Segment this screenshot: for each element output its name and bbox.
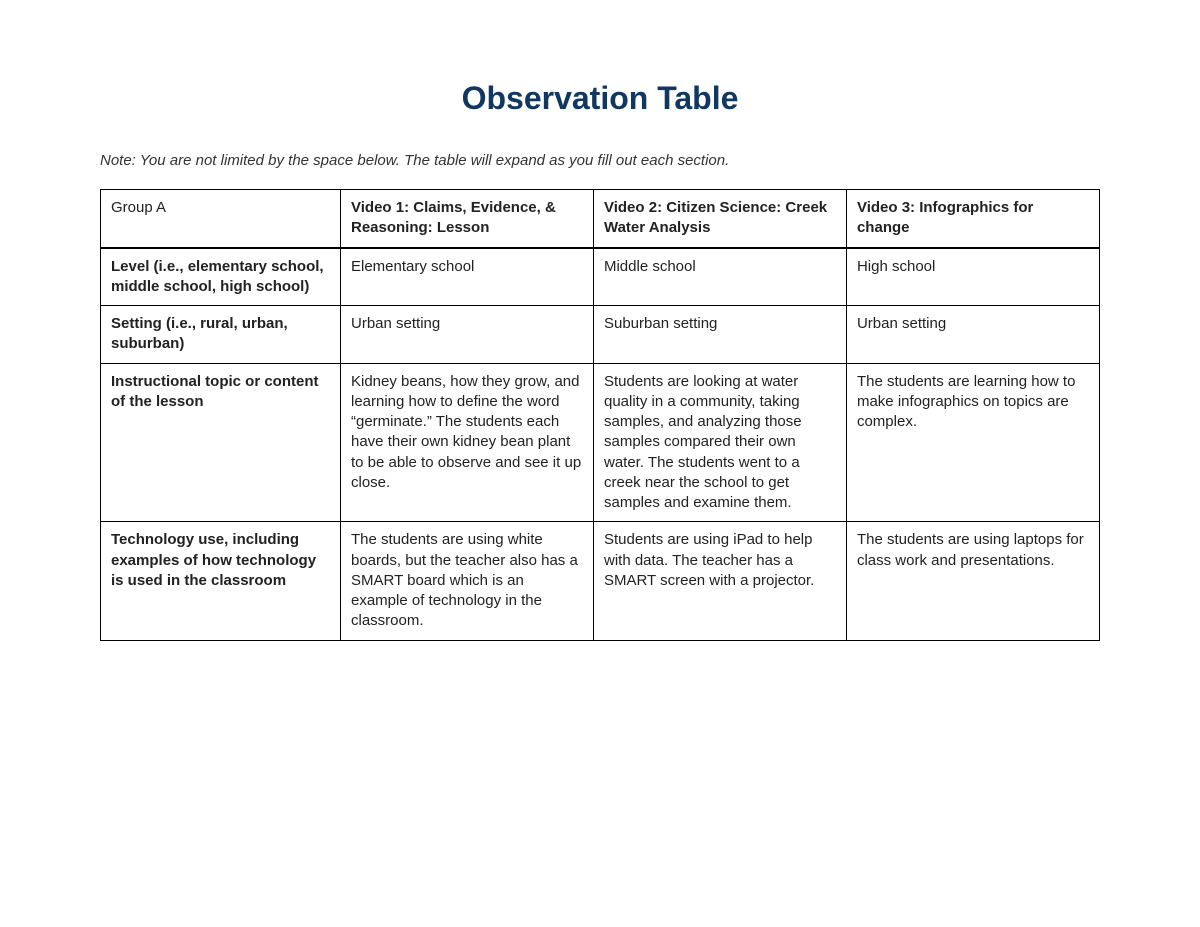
- column-header: Video 3: Infographics for change: [846, 190, 1099, 248]
- row-label: Setting (i.e., rural, urban, suburban): [101, 306, 341, 364]
- column-header: Video 1: Claims, Evidence, & Reasoning: …: [341, 190, 594, 248]
- table-row: Level (i.e., elementary school, middle s…: [101, 248, 1100, 306]
- observation-table: Group A Video 1: Claims, Evidence, & Rea…: [100, 189, 1100, 641]
- table-cell: High school: [846, 248, 1099, 306]
- table-cell: The students are learning how to make in…: [846, 363, 1099, 522]
- table-cell: Suburban setting: [593, 306, 846, 364]
- row-label: Technology use, including examples of ho…: [101, 522, 341, 640]
- column-header: Video 2: Citizen Science: Creek Water An…: [593, 190, 846, 248]
- table-cell: Kidney beans, how they grow, and learnin…: [341, 363, 594, 522]
- table-cell: Elementary school: [341, 248, 594, 306]
- table-cell: The students are using laptops for class…: [846, 522, 1099, 640]
- table-row: Setting (i.e., rural, urban, suburban) U…: [101, 306, 1100, 364]
- row-label: Instructional topic or content of the le…: [101, 363, 341, 522]
- table-row: Instructional topic or content of the le…: [101, 363, 1100, 522]
- table-cell: Students are looking at water quality in…: [593, 363, 846, 522]
- page-title: Observation Table: [100, 80, 1100, 117]
- note-text: Note: You are not limited by the space b…: [100, 152, 1100, 169]
- row-label: Level (i.e., elementary school, middle s…: [101, 248, 341, 306]
- table-row: Technology use, including examples of ho…: [101, 522, 1100, 640]
- table-cell: Urban setting: [846, 306, 1099, 364]
- table-cell: Students are using iPad to help with dat…: [593, 522, 846, 640]
- table-header-row: Group A Video 1: Claims, Evidence, & Rea…: [101, 190, 1100, 248]
- table-cell: Middle school: [593, 248, 846, 306]
- group-label-cell: Group A: [101, 190, 341, 248]
- table-cell: Urban setting: [341, 306, 594, 364]
- table-cell: The students are using white boards, but…: [341, 522, 594, 640]
